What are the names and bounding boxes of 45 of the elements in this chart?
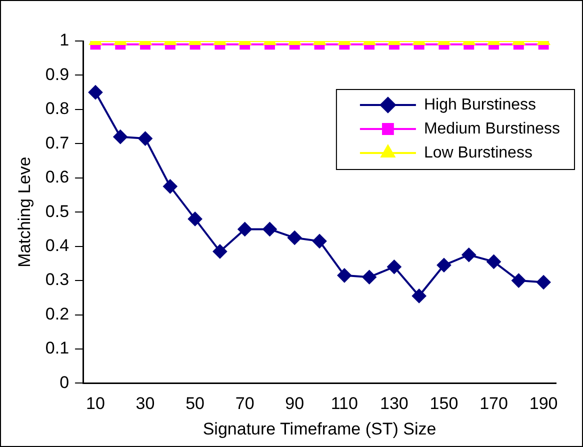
x-tick-label: 170 xyxy=(480,394,508,414)
x-tick-label: 10 xyxy=(86,394,105,414)
point xyxy=(512,274,526,288)
y-axis-title: Matching Leve xyxy=(14,156,34,268)
y-tick-label: 0.5 xyxy=(45,202,70,221)
x-tick-label: 70 xyxy=(235,394,254,414)
point xyxy=(536,275,551,290)
x-tick-label: 190 xyxy=(529,394,558,414)
y-tick-label: 1 xyxy=(60,30,70,50)
point xyxy=(288,230,302,245)
point xyxy=(262,222,277,236)
x-tick-label: 150 xyxy=(430,394,458,414)
point xyxy=(412,288,426,303)
y-tick-label: 0.2 xyxy=(45,304,70,324)
point xyxy=(88,85,102,100)
legend-label: High Burstiness xyxy=(424,96,536,114)
y-tick-label: 0.4 xyxy=(45,236,70,256)
point xyxy=(238,222,252,236)
point xyxy=(462,248,476,262)
point xyxy=(212,244,227,258)
y-tick-label: 0.8 xyxy=(45,99,70,118)
point xyxy=(138,132,152,146)
x-tick-label: 90 xyxy=(285,394,304,414)
x-tick-label: 30 xyxy=(136,394,155,414)
y-tick-label: 0.9 xyxy=(45,64,70,84)
point xyxy=(312,234,327,248)
y-tick-label: 0 xyxy=(60,372,70,392)
legend-label: Medium Burstiness xyxy=(424,120,560,138)
y-tick-label: 0.7 xyxy=(45,133,70,152)
x-tick-label: 130 xyxy=(380,394,408,414)
point xyxy=(436,258,451,272)
point xyxy=(362,270,376,284)
point xyxy=(337,268,352,282)
legend-label: Low Burstiness xyxy=(424,144,532,162)
y-tick-label: 0.1 xyxy=(45,338,70,358)
x-tick-label: 50 xyxy=(186,394,205,414)
x-tick-label: 110 xyxy=(330,394,358,414)
point xyxy=(188,212,202,226)
y-tick-label: 0.3 xyxy=(45,270,70,290)
point xyxy=(387,260,402,274)
x-axis-title: Signature Timeframe (ST) Size xyxy=(202,419,436,438)
point xyxy=(486,254,501,269)
y-tick-label: 0.6 xyxy=(45,168,70,187)
point xyxy=(163,179,178,194)
point xyxy=(113,130,128,144)
